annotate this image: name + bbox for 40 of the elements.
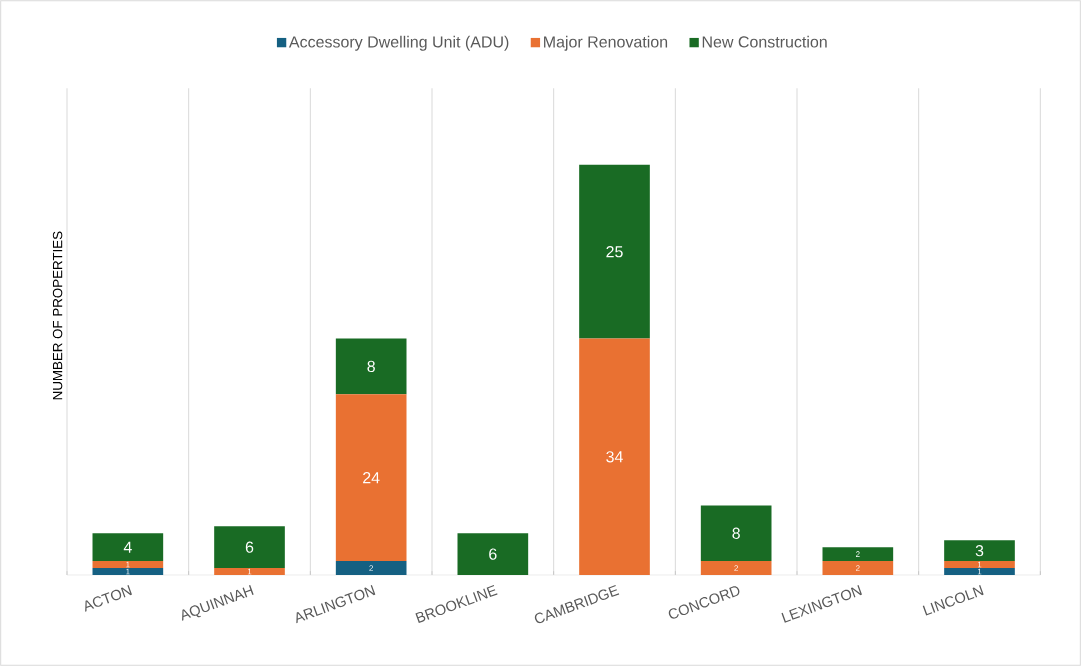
bar <box>335 561 407 575</box>
data-label: 2 <box>734 565 738 571</box>
data-label: 6 <box>245 541 254 553</box>
data-label: 4 <box>123 541 132 553</box>
legend-label: Major Renovation <box>544 35 668 51</box>
legend-label: New Construction <box>702 35 827 48</box>
bar <box>92 533 164 562</box>
data-label: 2 <box>856 565 860 571</box>
data-label: 6 <box>489 548 497 560</box>
data-label: 34 <box>606 451 623 463</box>
data-label: 1 <box>126 568 130 575</box>
bar <box>700 505 772 562</box>
legend-label: Accessory Dwelling Unit (ADU) <box>288 35 509 51</box>
data-label: 2 <box>856 551 860 557</box>
data-label: 25 <box>606 246 623 258</box>
bar <box>214 568 285 575</box>
data-label: 1 <box>126 561 130 568</box>
data-label: 2 <box>369 565 373 571</box>
data-label: 24 <box>363 472 380 484</box>
data-label: 3 <box>975 544 984 557</box>
bar <box>822 547 894 562</box>
bar <box>92 561 164 569</box>
bar <box>579 338 650 575</box>
bar <box>700 561 772 575</box>
bar <box>92 568 164 575</box>
bar <box>335 338 407 395</box>
data-label: 1 <box>977 561 982 568</box>
bar <box>579 164 650 339</box>
bar <box>214 526 285 569</box>
data-label: 8 <box>367 360 375 373</box>
y-axis-title: NUMBER OF PROPERTIES <box>52 231 63 400</box>
data-label: 8 <box>732 527 740 539</box>
bar <box>944 561 1015 569</box>
bar <box>944 540 1015 562</box>
bar <box>335 394 407 562</box>
bar <box>822 561 894 575</box>
data-label: 1 <box>977 568 982 575</box>
bar <box>944 568 1015 575</box>
data-label: 1 <box>247 568 252 575</box>
bar <box>457 533 529 575</box>
